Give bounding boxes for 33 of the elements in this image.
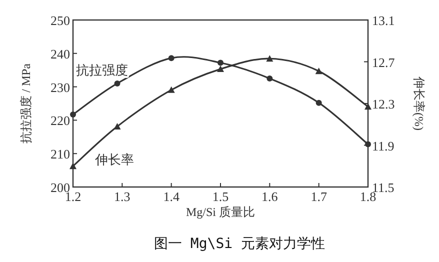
x-tick-label: 1.7 [310, 189, 328, 204]
point [114, 122, 121, 130]
point [168, 55, 174, 62]
point [168, 86, 175, 93]
y-tick-label: 240 [50, 46, 70, 62]
y-tick-label: 220 [50, 113, 70, 128]
point [70, 162, 76, 170]
text: 图一 Mg\Si 元素对力学性 [154, 236, 326, 252]
y2-tick-label: 11.9 [372, 138, 394, 154]
x-tick-label: 1.6 [262, 189, 278, 204]
y2-tick-label: 12.7 [372, 54, 396, 70]
x-tick-label: 1.5 [212, 189, 229, 204]
x-tick-label: 1.3 [114, 189, 130, 204]
y-tick-label: 250 [50, 13, 70, 28]
y2-tick-label: 12.3 [372, 96, 395, 112]
point [266, 75, 273, 82]
point [70, 112, 76, 118]
point [114, 80, 120, 86]
point [364, 103, 372, 110]
y-tick-label: 230 [50, 80, 70, 95]
y2-axis-title: 伸长率(%) [412, 76, 426, 130]
y-tick-label: 210 [50, 146, 70, 162]
point [316, 100, 322, 106]
y-axis-title: 抗拉强度 / MPa [19, 62, 33, 144]
point [266, 55, 274, 62]
y2-tick-label: 13.1 [372, 13, 395, 28]
x-tick-label: 1.4 [163, 189, 180, 204]
point [315, 68, 322, 74]
point [218, 60, 224, 66]
x-axis-title: Mg/Si 质量比 [186, 205, 256, 219]
series-label: 抗拉强度 [76, 62, 128, 78]
point [217, 66, 224, 72]
series-label: 伸长率 [94, 152, 134, 168]
